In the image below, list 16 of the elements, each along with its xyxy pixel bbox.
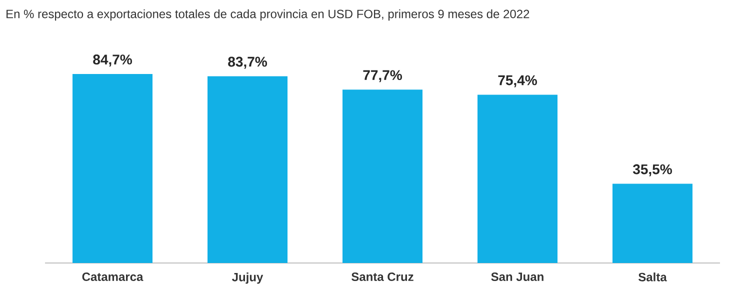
- data-label: 84,7%: [93, 54, 132, 66]
- x-tick-label: Catamarca: [82, 272, 144, 282]
- data-label: 35,5%: [632, 164, 672, 176]
- bar: [612, 184, 692, 263]
- data-label: 75,4%: [498, 75, 537, 88]
- data-label: 83,7%: [228, 56, 267, 69]
- bar: [208, 76, 288, 263]
- x-tick-label: Salta: [638, 272, 667, 282]
- x-tick-label: Santa Cruz: [352, 272, 414, 282]
- bar: [477, 94, 558, 263]
- bar: [342, 90, 422, 263]
- x-tick-label: Jujuy: [232, 272, 264, 284]
- data-label: 77,7%: [363, 70, 402, 82]
- bar: [72, 74, 153, 263]
- x-tick-label: San Juan: [491, 272, 544, 282]
- chart-title: En % respecto a exportaciones totales de cada provincia en USD FOB, primeros 9 meses de 2022: [6, 9, 530, 21]
